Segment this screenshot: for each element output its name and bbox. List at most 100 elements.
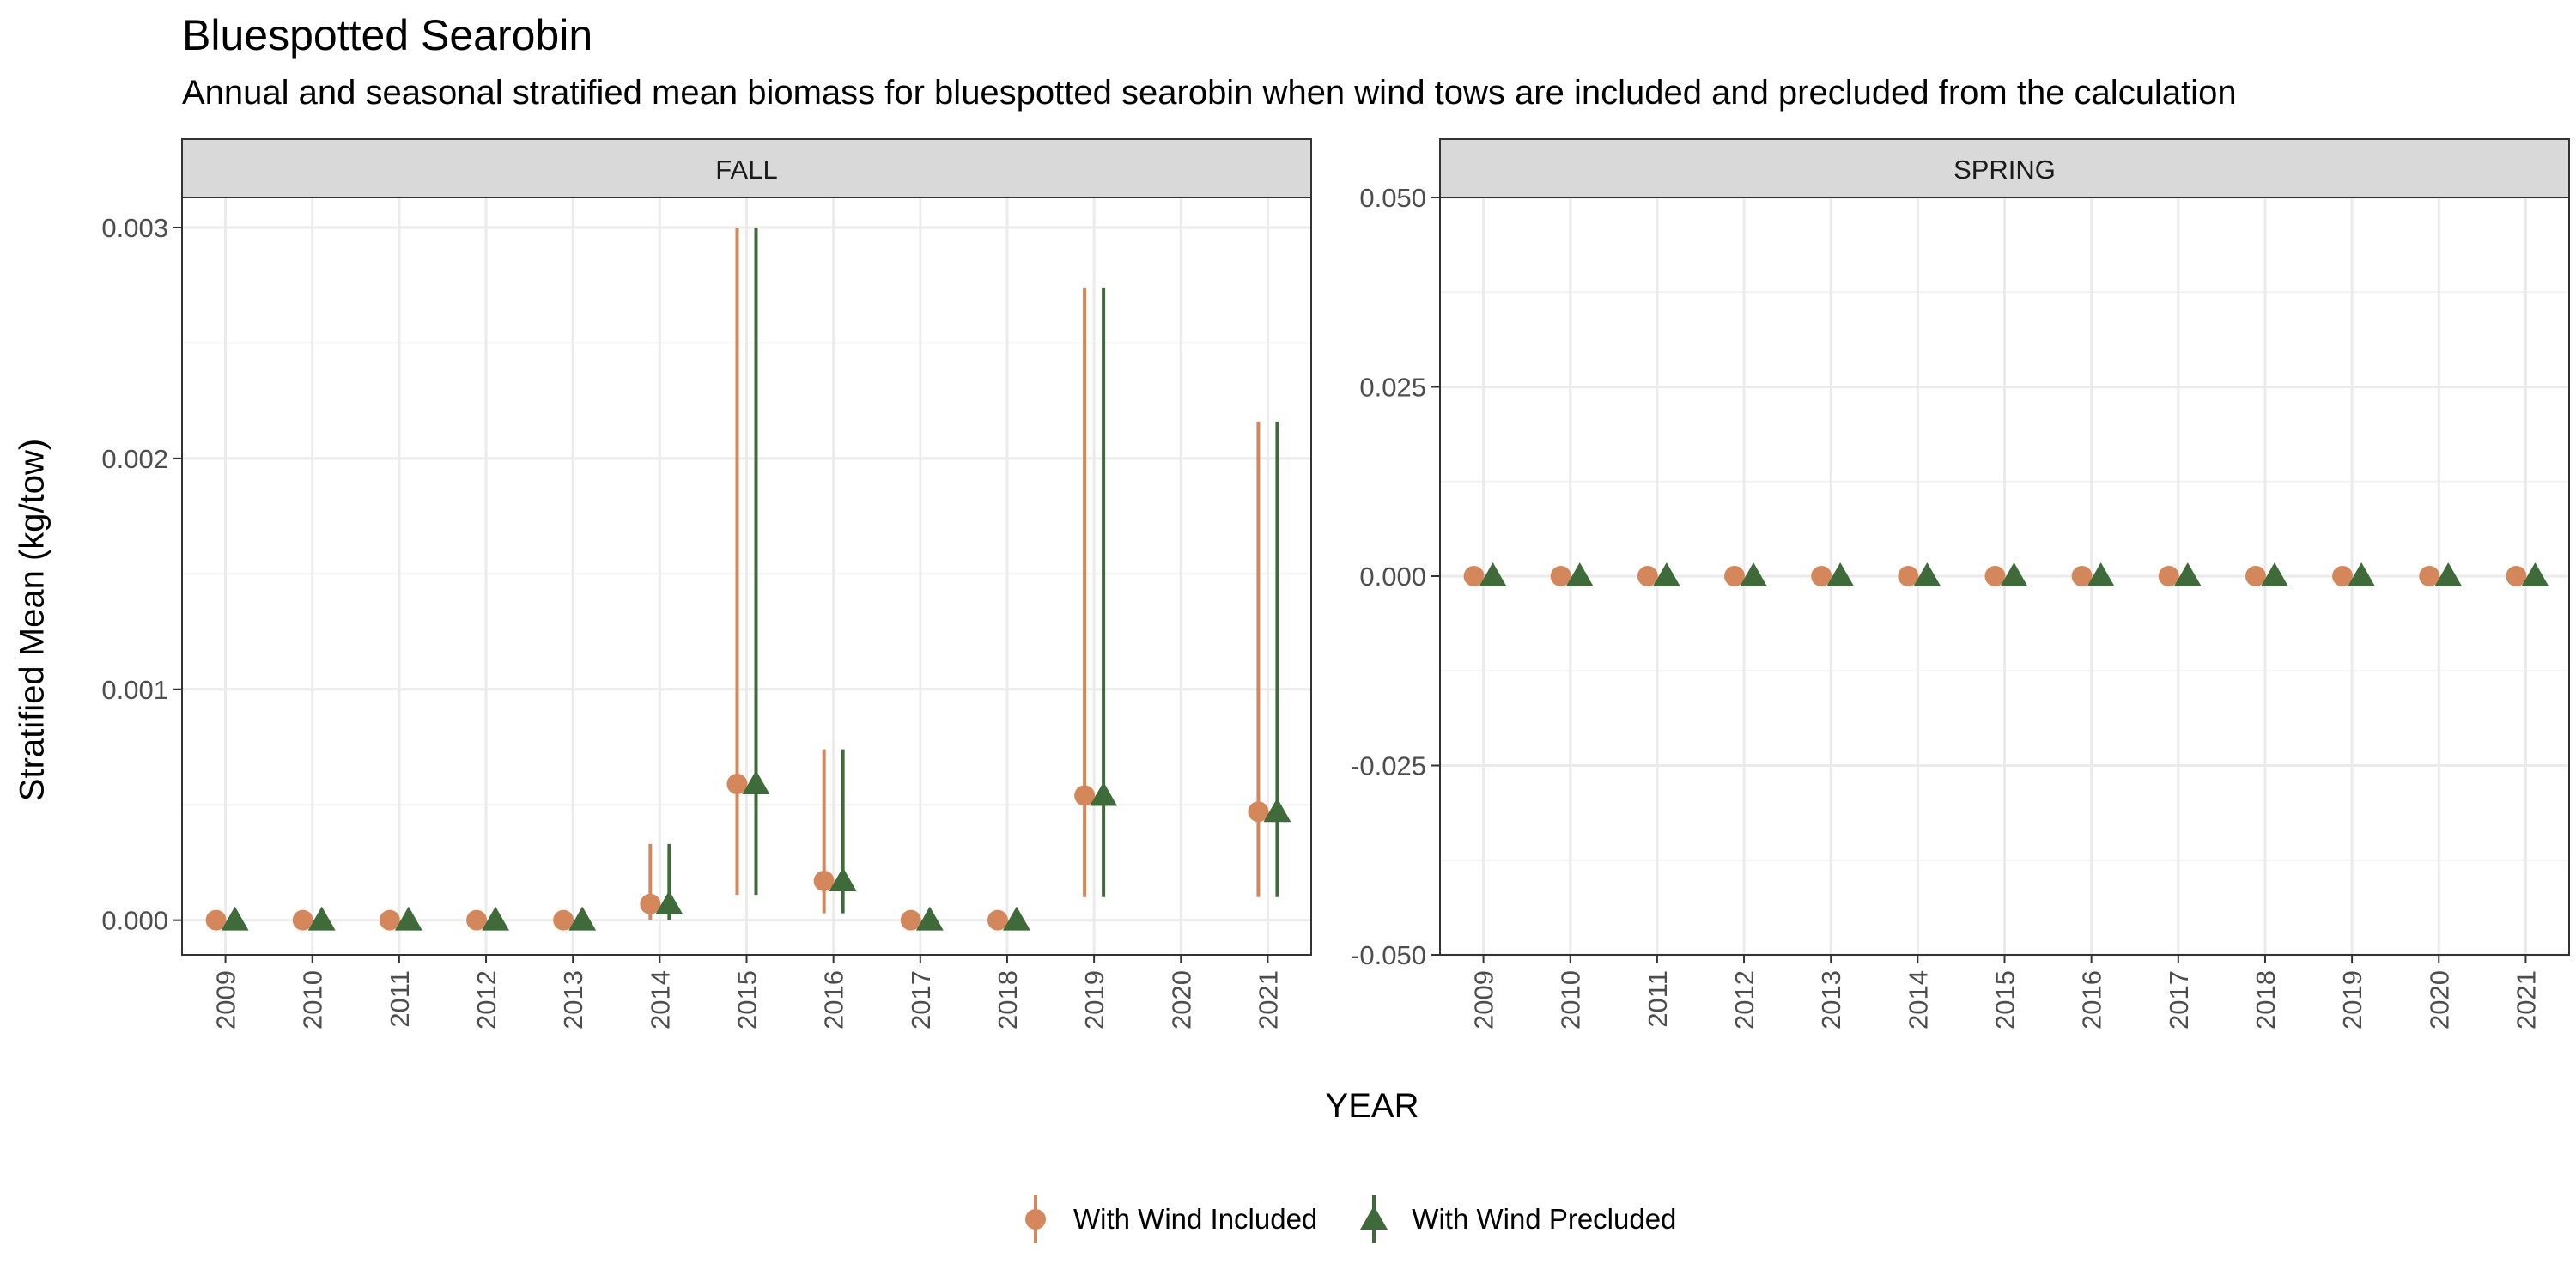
- x-tick-label: 2009: [1469, 970, 1499, 1030]
- x-tick-label: 2017: [906, 970, 936, 1030]
- point-included: [1811, 566, 1832, 586]
- x-tick-label: 2009: [211, 970, 241, 1030]
- x-tick-label: 2011: [1643, 970, 1673, 1028]
- point-included: [2245, 566, 2266, 586]
- point-included: [2506, 566, 2527, 586]
- point-included: [1074, 785, 1096, 806]
- x-tick-label: 2021: [1253, 970, 1283, 1030]
- point-included: [2158, 566, 2179, 586]
- point-precluded: [2260, 562, 2288, 586]
- legend: With Wind Included With Wind Precluded: [1013, 1194, 1710, 1245]
- point-included: [1550, 566, 1571, 586]
- facet-strip-fall: [181, 138, 1312, 198]
- x-tick-label: 2014: [645, 970, 675, 1030]
- facet-label-spring: SPRING: [1953, 155, 2056, 185]
- legend-key-triangle-icon: [1352, 1194, 1396, 1245]
- chart-title: Bluespotted Searobin: [182, 11, 593, 59]
- point-precluded: [1565, 562, 1594, 586]
- x-tick-label: 2017: [2164, 970, 2194, 1030]
- facet-label-fall: FALL: [715, 155, 777, 185]
- x-tick-label: 2016: [2077, 970, 2107, 1030]
- point-included: [1724, 566, 1746, 586]
- point-precluded: [1652, 562, 1680, 586]
- point-precluded: [829, 866, 857, 891]
- legend-key-circle-icon: [1013, 1194, 1058, 1245]
- x-tick-label: 2018: [2251, 970, 2281, 1030]
- y-tick-label: 0.003: [101, 213, 168, 243]
- point-precluded: [1090, 781, 1118, 806]
- x-tick-label: 2012: [1729, 970, 1759, 1030]
- point-included: [726, 774, 748, 795]
- point-included: [813, 870, 835, 891]
- point-precluded: [394, 906, 422, 931]
- point-included: [2071, 566, 2093, 586]
- y-tick-label: -0.025: [1351, 751, 1426, 781]
- x-tick-label: 2015: [1990, 970, 2020, 1030]
- point-included: [1898, 566, 1919, 586]
- x-tick-label: 2015: [732, 970, 762, 1030]
- x-tick-label: 2016: [819, 970, 849, 1030]
- point-included: [1248, 801, 1269, 823]
- point-included: [900, 909, 921, 931]
- point-precluded: [2000, 562, 2028, 586]
- point-precluded: [1263, 798, 1291, 823]
- x-tick-label: 2013: [1816, 970, 1846, 1030]
- legend-label-included: With Wind Included: [1073, 1203, 1318, 1235]
- point-precluded: [1479, 562, 1507, 586]
- point-precluded: [568, 906, 597, 931]
- x-tick-label: 2020: [1166, 970, 1196, 1030]
- x-tick-label: 2010: [1556, 970, 1586, 1030]
- x-tick-label: 2013: [558, 970, 588, 1030]
- x-tick-label: 2019: [2337, 970, 2367, 1030]
- point-included: [1637, 566, 1658, 586]
- y-tick-label: 0.001: [101, 675, 168, 705]
- point-precluded: [2348, 562, 2376, 586]
- point-included: [1463, 566, 1485, 586]
- x-tick-label: 2011: [385, 970, 415, 1028]
- y-tick-label: 0.000: [101, 906, 168, 936]
- facet-strip-spring: [1439, 138, 2570, 198]
- point-included: [466, 909, 488, 931]
- x-tick-label: 2014: [1903, 970, 1933, 1030]
- point-precluded: [1002, 906, 1030, 931]
- point-precluded: [742, 770, 770, 795]
- legend-item-included: With Wind Included: [1013, 1194, 1317, 1245]
- point-precluded: [2434, 562, 2463, 586]
- x-tick-label: 2010: [298, 970, 328, 1030]
- x-tick-label: 2012: [471, 970, 501, 1030]
- y-tick-label: 0.002: [101, 444, 168, 474]
- point-precluded: [221, 906, 249, 931]
- y-tick-label: 0.000: [1359, 562, 1426, 592]
- x-tick-label: 2018: [993, 970, 1023, 1030]
- point-precluded: [2173, 562, 2202, 586]
- chart-subtitle: Annual and seasonal stratified mean biom…: [182, 74, 2237, 112]
- point-precluded: [1826, 562, 1855, 586]
- x-tick-label: 2019: [1079, 970, 1109, 1030]
- legend-item-precluded: With Wind Precluded: [1352, 1194, 1676, 1245]
- point-precluded: [2521, 562, 2549, 586]
- point-precluded: [482, 906, 510, 931]
- point-precluded: [1913, 562, 1941, 586]
- x-axis-label: YEAR: [1325, 1087, 1419, 1125]
- point-included: [2419, 566, 2440, 586]
- point-included: [292, 909, 313, 931]
- point-included: [2332, 566, 2354, 586]
- point-precluded: [307, 906, 336, 931]
- y-tick-label: -0.050: [1351, 940, 1426, 970]
- x-tick-label: 2020: [2424, 970, 2454, 1030]
- y-tick-label: 0.050: [1359, 183, 1426, 213]
- legend-label-precluded: With Wind Precluded: [1412, 1203, 1677, 1235]
- point-included: [1984, 566, 2006, 586]
- point-precluded: [1740, 562, 1768, 586]
- y-tick-label: 0.025: [1359, 373, 1426, 403]
- x-tick-label: 2021: [2511, 970, 2541, 1030]
- point-included: [553, 909, 574, 931]
- point-included: [205, 909, 227, 931]
- point-precluded: [2087, 562, 2115, 586]
- point-included: [379, 909, 400, 931]
- point-included: [640, 893, 661, 914]
- point-precluded: [915, 906, 944, 931]
- point-precluded: [655, 890, 683, 914]
- point-included: [987, 909, 1008, 931]
